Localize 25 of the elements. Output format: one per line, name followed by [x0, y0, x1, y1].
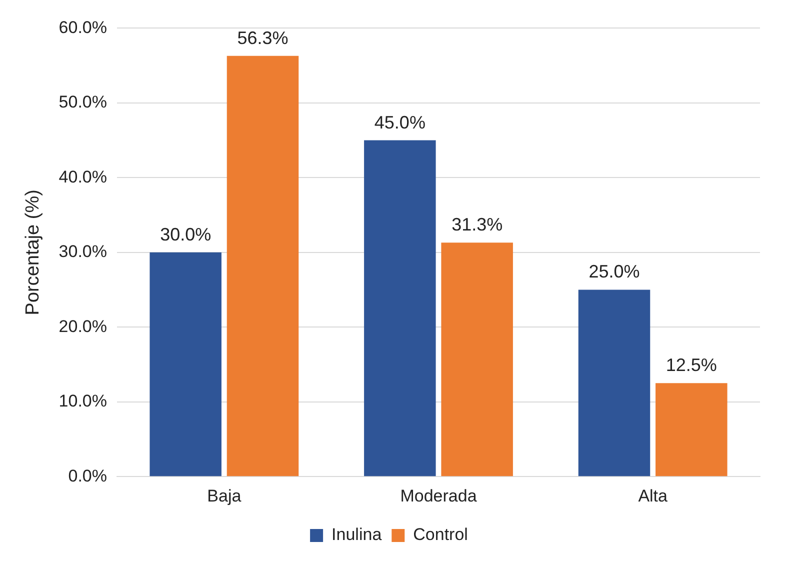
y-tick-label: 10.0% — [58, 392, 108, 411]
x-tick-label: Moderada — [400, 486, 478, 506]
y-tick-label: 20.0% — [58, 316, 108, 336]
bar — [226, 56, 299, 476]
data-label: 45.0% — [374, 112, 426, 132]
data-label: 56.3% — [237, 28, 288, 48]
y-tick-label: 50.0% — [58, 92, 108, 112]
bar — [364, 140, 436, 476]
y-tick-label: 40.0% — [58, 167, 108, 186]
x-tick-label: Baja — [207, 486, 242, 506]
x-tick-label: Alta — [638, 486, 668, 506]
y-tick-label: 0.0% — [68, 466, 108, 486]
y-axis-title: Porcentaje (%) — [22, 190, 44, 316]
legend-label: Control — [413, 525, 468, 544]
data-label: 25.0% — [588, 262, 640, 282]
data-label: 30.0% — [160, 224, 212, 244]
data-label: 12.5% — [666, 355, 717, 376]
bar — [150, 252, 222, 476]
bar — [656, 383, 728, 476]
bar — [578, 290, 650, 476]
y-tick-label: 60.0% — [58, 18, 108, 37]
y-tick-label: 30.0% — [58, 242, 108, 262]
legend-label: Inulina — [332, 525, 382, 544]
data-label: 31.3% — [452, 214, 503, 235]
bar — [441, 242, 513, 476]
